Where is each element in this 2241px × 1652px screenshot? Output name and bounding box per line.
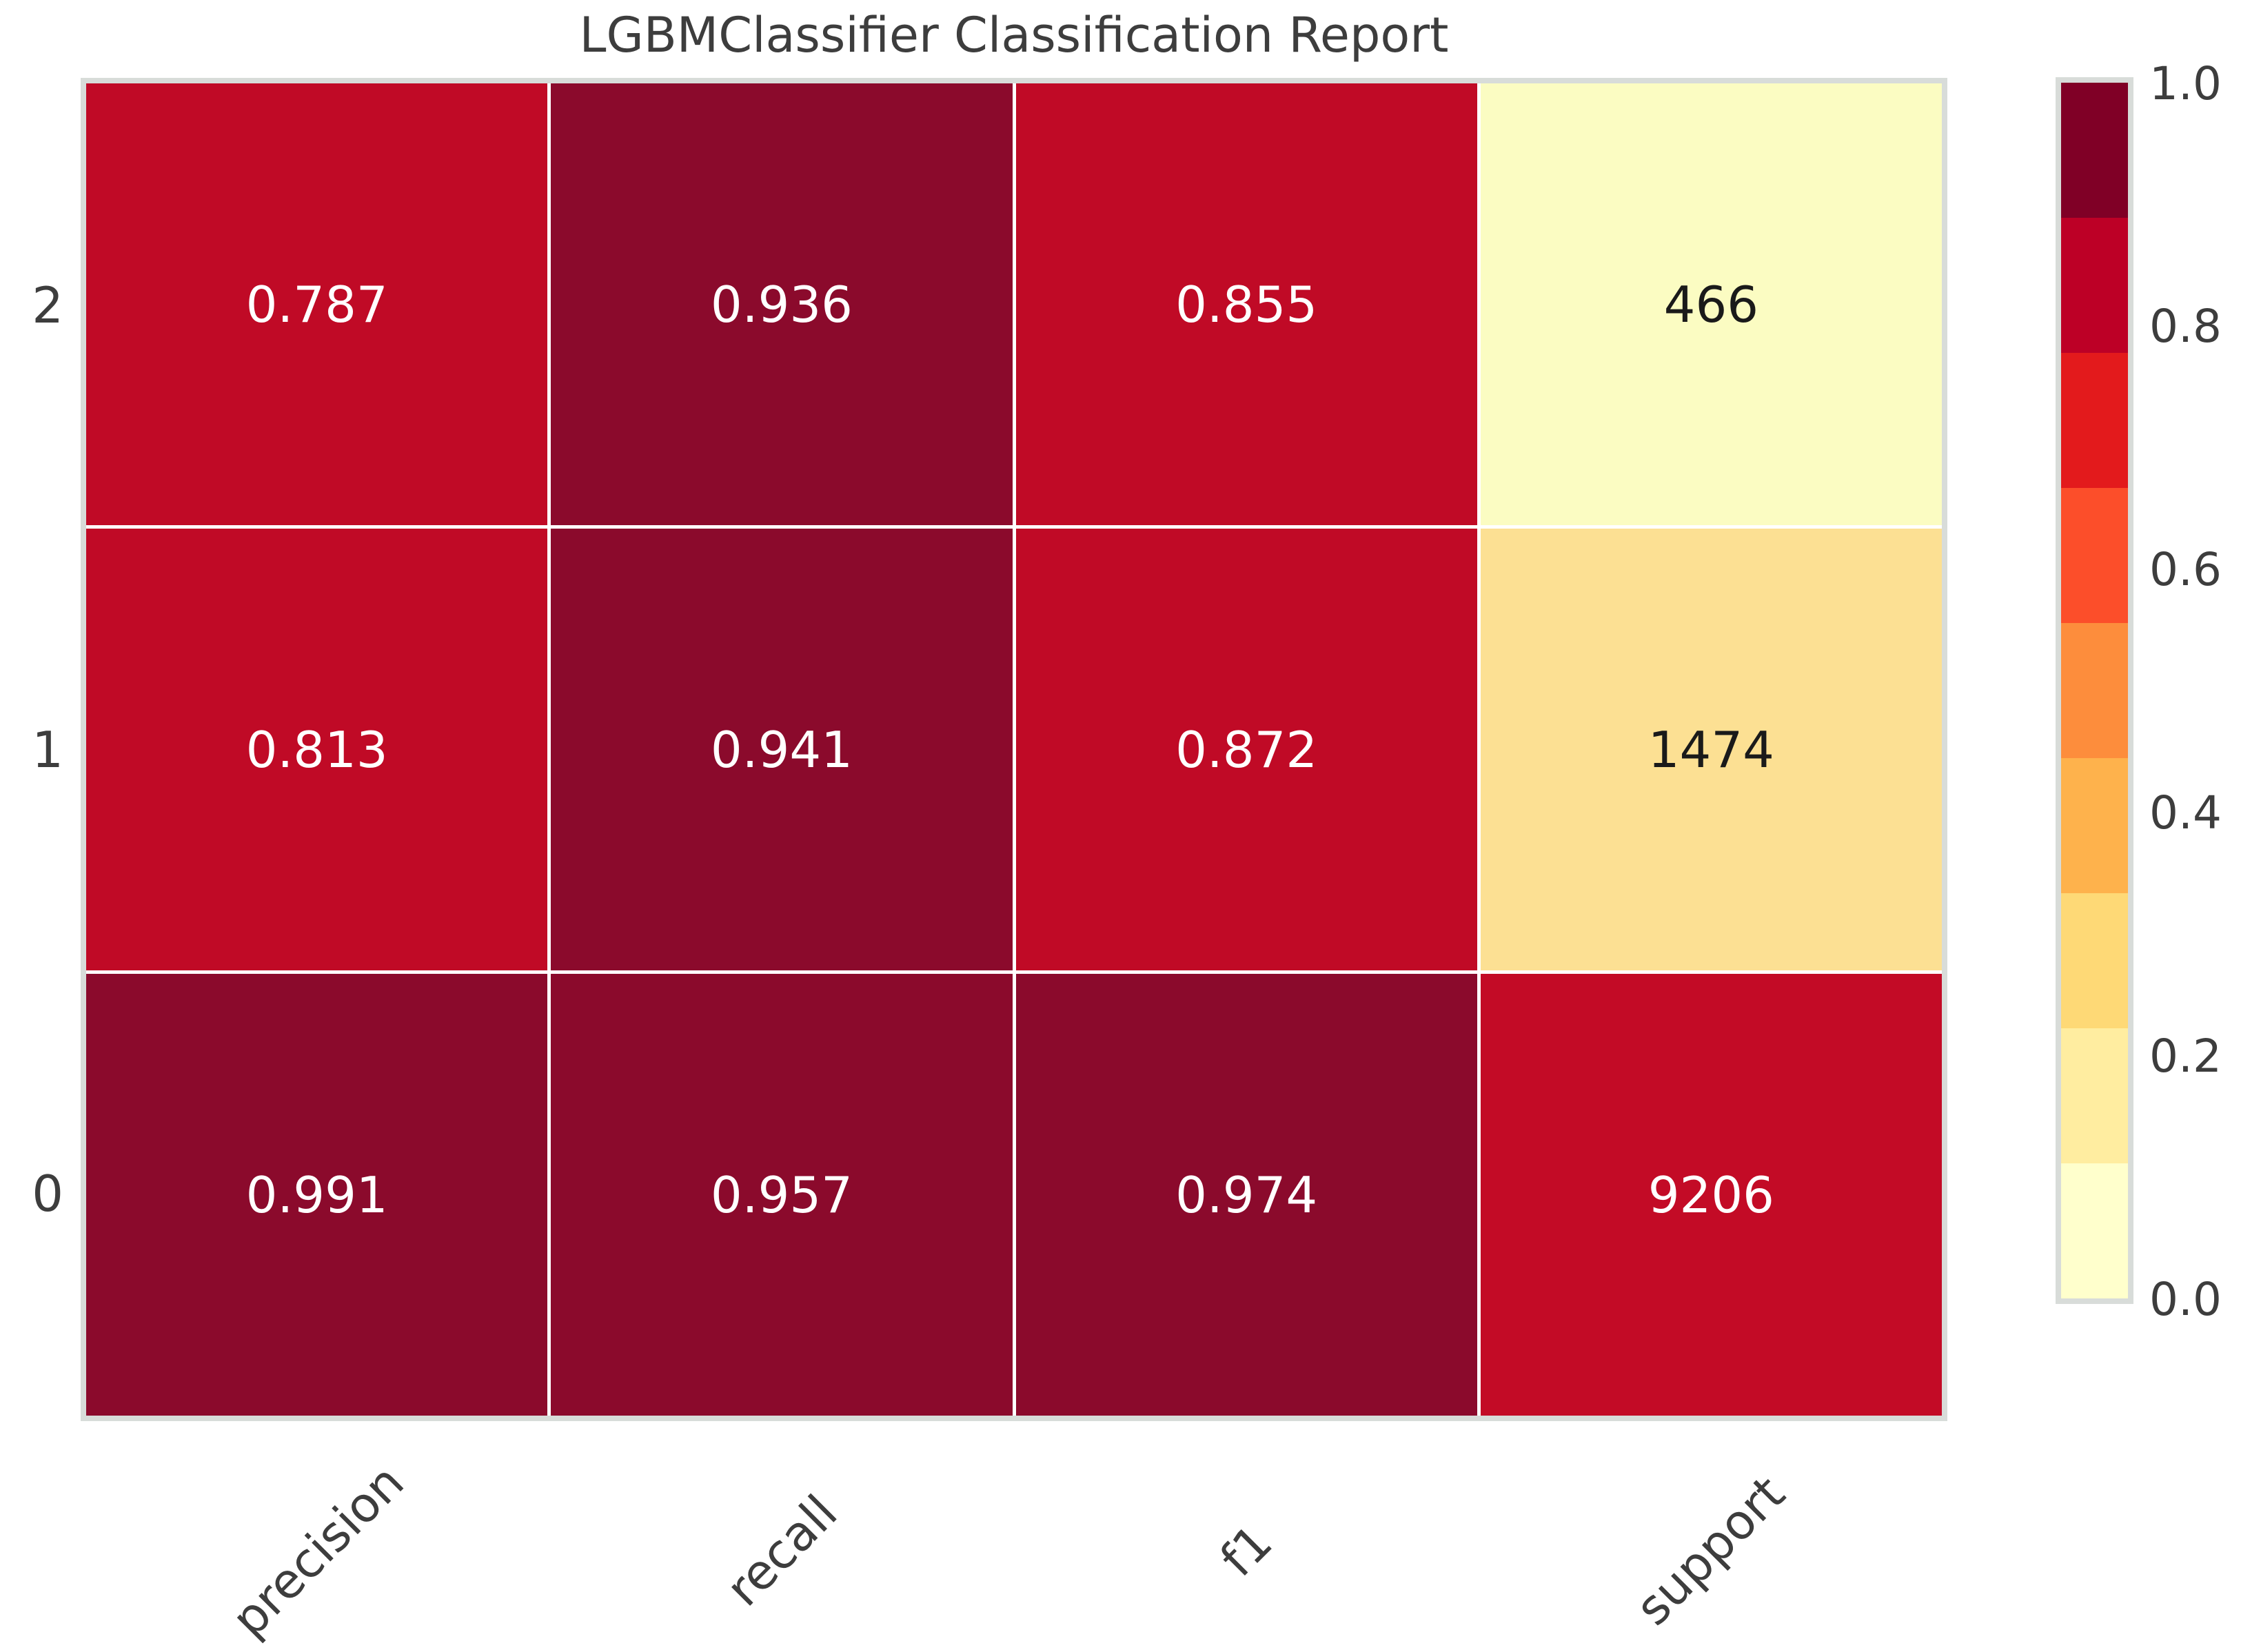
heatmap-cell: 0.813	[86, 529, 548, 970]
heatmap-grid: 0.787 0.936 0.855 466 0.813 0.941 0.872 …	[86, 83, 1942, 1416]
heatmap-cell: 0.974	[1015, 974, 1477, 1416]
heatmap-cell: 1474	[1480, 529, 1942, 970]
chart-title: LGBMClassifier Classification Report	[579, 7, 1449, 63]
heatmap-cell: 0.855	[1015, 83, 1477, 525]
heatmap-cell: 0.941	[551, 529, 1013, 970]
colorbar-tick-label: 0.6	[2149, 543, 2222, 596]
heatmap: 0.787 0.936 0.855 466 0.813 0.941 0.872 …	[81, 78, 1947, 1421]
colorbar-tick-label: 0.4	[2149, 786, 2222, 839]
heatmap-cell: 0.957	[551, 974, 1013, 1416]
y-axis-tick-label: 1	[32, 721, 63, 779]
heatmap-cell: 9206	[1480, 974, 1942, 1416]
heatmap-cell: 0.872	[1015, 529, 1477, 970]
colorbar-segment	[2061, 623, 2128, 758]
heatmap-cell: 0.787	[86, 83, 548, 525]
colorbar-tick-label: 0.8	[2149, 300, 2222, 353]
colorbar-segment	[2061, 83, 2128, 218]
colorbar-segment	[2061, 353, 2128, 488]
colorbar-segment	[2061, 1163, 2128, 1298]
heatmap-cell: 0.936	[551, 83, 1013, 525]
colorbar-gradient	[2061, 83, 2128, 1298]
colorbar-tick-label: 1.0	[2149, 57, 2222, 110]
colorbar-segment	[2061, 758, 2128, 893]
y-axis-tick-label: 2	[32, 276, 63, 334]
colorbar-tick-label: 0.0	[2149, 1273, 2222, 1326]
colorbar	[2056, 77, 2133, 1304]
colorbar-segment	[2061, 218, 2128, 353]
colorbar-segment	[2061, 1028, 2128, 1163]
heatmap-cell: 0.991	[86, 974, 548, 1416]
colorbar-segment	[2061, 488, 2128, 623]
y-axis-tick-label: 0	[32, 1165, 63, 1223]
colorbar-tick-label: 0.2	[2149, 1030, 2222, 1083]
colorbar-segment	[2061, 893, 2128, 1028]
heatmap-cell: 466	[1480, 83, 1942, 525]
